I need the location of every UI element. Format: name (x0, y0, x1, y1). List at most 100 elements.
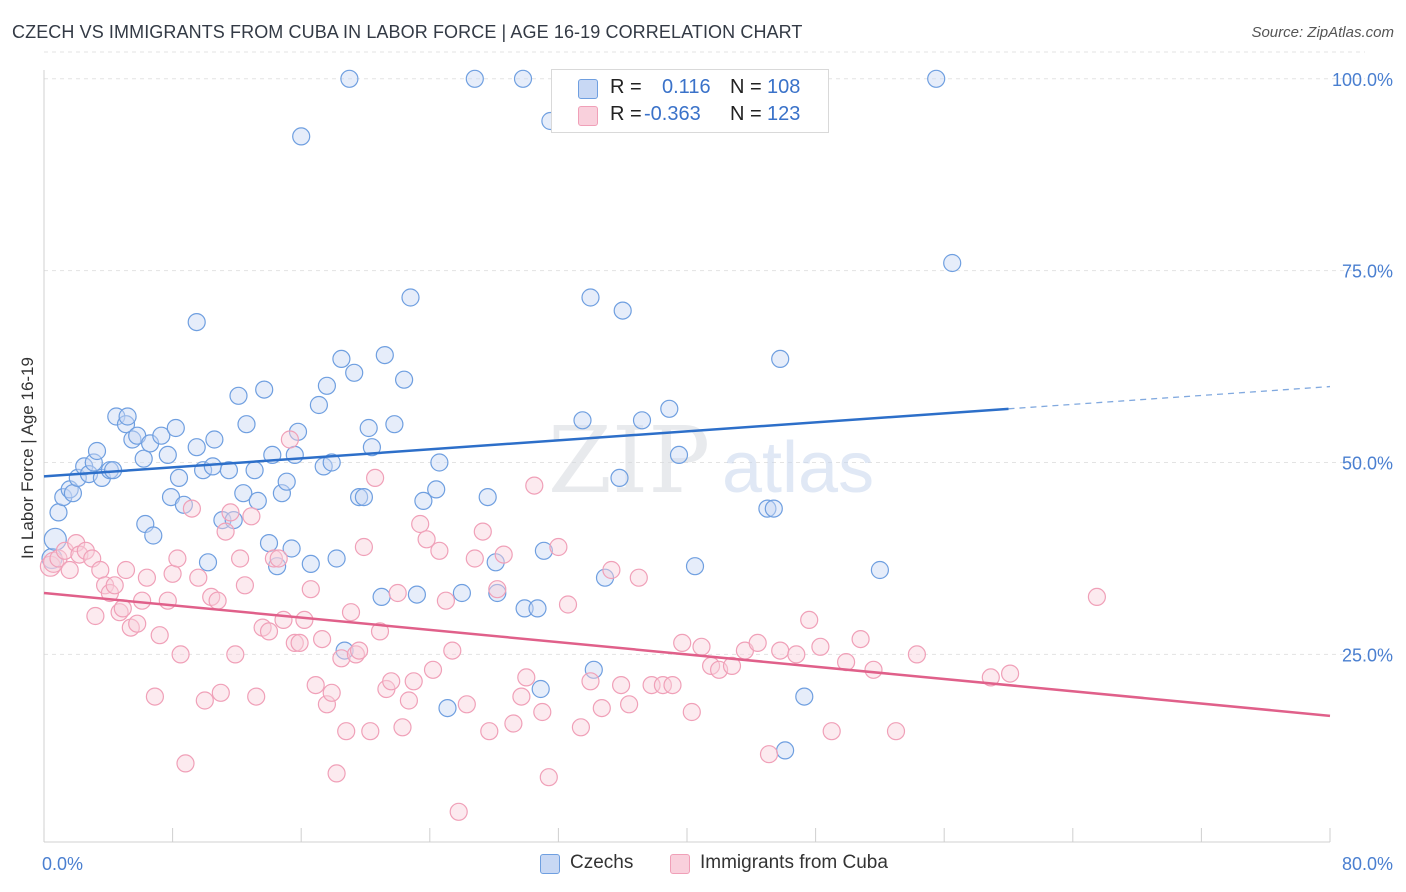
cuba-point (91, 560, 110, 580)
series-cuba-points (39, 430, 1107, 821)
czechs-point (158, 445, 177, 464)
czechs-point (350, 488, 369, 507)
cuba-point (208, 591, 227, 610)
cuba-point (851, 629, 870, 649)
czechs-trend-line (43, 407, 1009, 478)
czechs-point (513, 69, 533, 88)
cuba-point (313, 629, 332, 649)
cuba-point (504, 714, 523, 733)
czechs-point (375, 346, 394, 365)
czechs-point (166, 418, 185, 438)
cuba-point (393, 718, 412, 737)
watermark-atlas: atlas (722, 428, 874, 508)
czechs-point (528, 599, 547, 618)
cuba-point (235, 576, 254, 595)
cuba-r-value: -0.363 (644, 103, 701, 125)
series-czechs-points (41, 69, 962, 760)
czechs-point (927, 69, 946, 88)
czechs-point (144, 526, 163, 545)
r-label: R = (610, 103, 642, 125)
czechs-point (219, 461, 238, 480)
y-tick-label: 100.0% (1332, 70, 1393, 90)
cuba-point (430, 541, 449, 560)
correlation-legend: R = 0.116 N = 108 R = -0.363 N = 123 (551, 69, 829, 133)
czechs-point (282, 539, 301, 558)
cuba-point (388, 583, 407, 603)
cuba-point (247, 687, 266, 706)
cuba-point (465, 549, 484, 568)
cuba-point (306, 675, 325, 695)
cuba-point (811, 637, 830, 656)
cuba-point (168, 549, 187, 568)
czechs-point (669, 445, 689, 464)
czechs-point (259, 533, 279, 553)
cuba-point (60, 560, 79, 580)
cuba-point (981, 668, 1000, 687)
czechs-point (795, 687, 814, 706)
cuba-point (366, 468, 385, 487)
y-axis-label: In Labor Force | Age 16-19 (18, 357, 37, 559)
cuba-point (517, 668, 536, 687)
czechs-point (775, 741, 795, 760)
y-tick-label: 50.0% (1342, 454, 1393, 474)
cuba-point (322, 683, 341, 702)
cuba-point (602, 560, 621, 580)
cuba-point (748, 633, 767, 653)
cuba-point (280, 430, 299, 449)
czechs-point (285, 445, 304, 464)
cuba-point (137, 568, 156, 587)
cuba-point (113, 599, 132, 618)
cuba-point (370, 622, 390, 641)
cuba-point (211, 683, 230, 702)
cuba-point (533, 702, 552, 722)
cuba-point (274, 610, 293, 630)
cuba-point (549, 537, 568, 557)
cuba-point (264, 549, 283, 568)
czechs-point (385, 415, 404, 434)
cuba-point (176, 754, 195, 773)
cuba-point (907, 645, 927, 664)
czechs-point (49, 503, 68, 522)
cuba-point (525, 476, 544, 495)
cuba-point (290, 633, 309, 653)
cuba-point (1000, 664, 1020, 683)
n-label: N = (730, 76, 762, 98)
cuba-point (423, 660, 443, 679)
czechs-point (870, 560, 890, 580)
n-label: N = (730, 103, 762, 125)
czechs-point (272, 484, 291, 503)
cuba-point (361, 722, 380, 741)
cuba-point (886, 722, 906, 741)
czechs-point (407, 585, 426, 604)
r-label: R = (610, 76, 642, 98)
czechs-point (362, 438, 381, 457)
czechs-n-value: 108 (767, 76, 801, 98)
czechs-point (632, 411, 652, 430)
czechs-point (292, 127, 311, 146)
czechs-point (277, 472, 296, 491)
cuba-point (67, 533, 86, 553)
cuba-point (822, 722, 841, 741)
cuba-point (619, 695, 639, 714)
czechs-point (488, 583, 507, 603)
y-tick-label: 75.0% (1342, 262, 1393, 282)
cuba-point (673, 633, 692, 653)
cuba-point (350, 641, 369, 660)
cuba-point (145, 687, 164, 706)
cuba-point (449, 802, 468, 821)
czechs-point (685, 557, 705, 576)
czechs-swatch (578, 79, 598, 99)
czechs-point (205, 430, 224, 449)
cuba-point (436, 591, 455, 610)
cuba-point (242, 507, 261, 526)
cuba-point (189, 568, 208, 587)
x-tick-label-min: 0.0% (42, 854, 83, 874)
cuba-point (592, 698, 611, 718)
cuba-swatch (578, 106, 598, 126)
czechs-point (581, 288, 600, 307)
czechs-point (573, 411, 592, 430)
cuba-point (337, 722, 356, 741)
czechs-point (427, 480, 446, 499)
czechs-point (152, 426, 171, 445)
